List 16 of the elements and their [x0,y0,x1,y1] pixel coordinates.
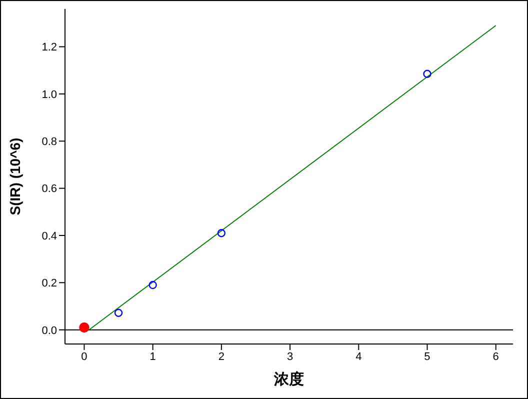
y-tick-label: 0.6 [42,183,57,196]
x-tick-label: 5 [424,350,430,363]
x-tick-label: 6 [492,350,499,363]
y-tick-label: 0.2 [42,278,57,290]
y-tick-label: 0.0 [42,324,57,337]
y-tick-label: 0.4 [42,230,57,242]
x-tick-label: 1 [150,350,156,363]
y-tick-label: 0.8 [42,136,57,148]
x-tick-label: 4 [356,350,362,363]
x-axis-title: 浓度 [273,370,304,388]
x-tick-label: 2 [218,350,224,363]
y-tick-label: 1.2 [42,42,57,54]
x-tick-label: 0 [81,350,88,363]
y-tick-label: 1.0 [42,88,57,101]
x-tick-label: 3 [286,350,294,363]
y-axis-title: S(IR) (10^6) [6,138,23,216]
